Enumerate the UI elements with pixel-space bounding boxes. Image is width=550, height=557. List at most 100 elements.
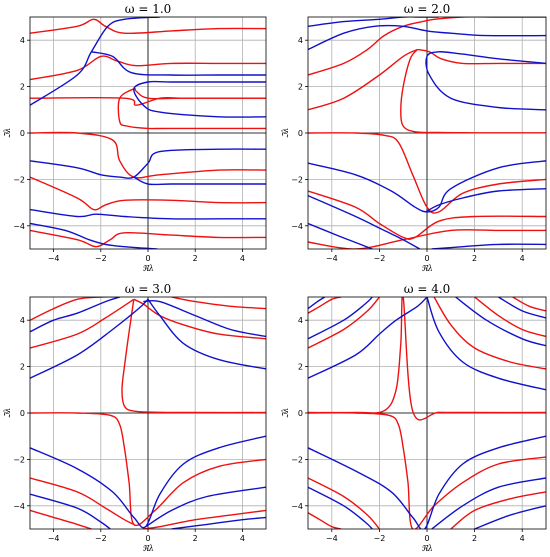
series-line-9 (308, 17, 439, 27)
series-line-16 (431, 243, 546, 249)
chart-title: ω = 1.0 (125, 2, 172, 16)
series-line-14 (426, 297, 546, 391)
series-line-15 (30, 493, 111, 529)
series-line-2 (30, 298, 135, 349)
series-line-7 (308, 412, 546, 529)
series-line-12 (133, 176, 266, 186)
x-tick-label: −4 (48, 534, 60, 543)
series-line-1 (30, 297, 120, 321)
y-tick-label: 0 (298, 129, 303, 138)
series-line-8 (30, 509, 92, 529)
series-line-3 (308, 297, 380, 349)
x-tick-label: −4 (48, 254, 60, 263)
chart-panel-1: −4 −4 −2 −2 0 0 2 2 4 4 ω = 1.0 ℜλ ℑλ (3, 2, 267, 273)
series-line-16 (498, 297, 546, 319)
y-tick-label: −2 (291, 175, 303, 184)
x-axis-label: ℜλ (421, 544, 433, 553)
y-tick-label: −4 (13, 502, 25, 511)
x-tick-label: −2 (95, 534, 107, 543)
y-tick-label: −4 (291, 222, 303, 231)
series-line-17 (308, 435, 546, 529)
series-line-13 (425, 188, 546, 213)
y-tick-label: 4 (298, 36, 303, 45)
series-line-5 (474, 297, 546, 338)
series-line-13 (143, 299, 266, 338)
series-line-2 (422, 17, 546, 23)
series-line-6 (512, 297, 546, 312)
series-line-15 (455, 297, 546, 347)
series-group (308, 17, 546, 249)
series-line-7 (30, 229, 266, 248)
series-line-14 (30, 222, 158, 249)
y-tick-label: −4 (13, 222, 25, 231)
y-tick-label: 4 (20, 36, 25, 45)
x-tick-label: 0 (424, 534, 429, 543)
series-line-19 (431, 477, 546, 529)
series-line-10 (133, 80, 266, 118)
y-axis-label: ℑλ (281, 128, 290, 139)
series-line-10 (30, 297, 120, 333)
chart-title: ω = 4.0 (404, 282, 451, 296)
series-line-4 (433, 297, 546, 370)
series-line-4 (400, 49, 546, 134)
series-line-18 (308, 486, 373, 529)
series-line-7 (308, 190, 546, 240)
x-axis-label: ℜλ (142, 544, 154, 553)
series-line-6 (308, 132, 546, 214)
series-line-9 (91, 51, 266, 76)
chart-panel-3: −4 −4 −2 −2 0 0 2 2 4 4 ω = 3.0 ℜλ ℑλ (3, 282, 267, 553)
series-line-9 (308, 512, 342, 529)
x-tick-label: −2 (95, 254, 107, 263)
series-group (308, 297, 546, 529)
series-line-10 (450, 491, 546, 529)
x-tick-label: −4 (326, 534, 338, 543)
y-tick-label: −2 (291, 455, 303, 464)
series-line-5 (171, 297, 266, 310)
series-line-3 (121, 299, 266, 414)
series-line-8 (30, 17, 160, 106)
series-line-13 (30, 208, 266, 220)
series-line-3 (308, 48, 418, 111)
y-tick-label: −2 (13, 175, 25, 184)
series-line-11 (308, 297, 326, 310)
series-line-4 (117, 87, 266, 130)
series-line-1 (30, 18, 266, 35)
x-tick-label: 0 (145, 254, 150, 263)
series-line-5 (30, 131, 266, 179)
y-axis-label: ℑλ (3, 128, 12, 139)
x-tick-label: 2 (472, 534, 477, 543)
series-line-12 (308, 297, 373, 340)
y-axis-label: ℑλ (3, 408, 12, 419)
series-line-11 (30, 298, 149, 379)
series-line-10 (308, 24, 546, 51)
series-group (30, 17, 266, 249)
series-line-9 (143, 509, 266, 529)
x-axis-label: ℜλ (421, 264, 433, 273)
x-tick-label: −2 (374, 534, 386, 543)
series-line-13 (308, 297, 428, 379)
x-tick-label: 4 (240, 534, 245, 543)
x-tick-label: 2 (193, 254, 198, 263)
y-tick-label: 2 (20, 83, 25, 92)
series-line-15 (308, 222, 373, 249)
y-tick-label: −2 (13, 455, 25, 464)
y-tick-label: 4 (20, 316, 25, 325)
y-tick-label: 0 (20, 129, 25, 138)
series-line-4 (133, 298, 266, 340)
y-tick-label: −4 (291, 502, 303, 511)
x-axis-label: ℜλ (142, 264, 154, 273)
x-tick-label: 4 (240, 254, 245, 263)
y-tick-label: 2 (20, 363, 25, 372)
chart-title: ω = 2.0 (404, 2, 451, 16)
series-line-14 (308, 194, 421, 249)
chart-title: ω = 3.0 (125, 282, 172, 296)
series-line-6 (30, 412, 266, 527)
y-tick-label: 0 (298, 409, 303, 418)
x-tick-label: 4 (520, 254, 525, 263)
y-axis-label: ℑλ (281, 408, 290, 419)
series-line-8 (308, 477, 380, 529)
series-line-5 (417, 48, 546, 65)
chart-panel-2: −4 −4 −2 −2 0 0 2 2 4 4 ω = 2.0 ℜλ ℑλ (281, 2, 547, 273)
x-tick-label: 2 (472, 254, 477, 263)
